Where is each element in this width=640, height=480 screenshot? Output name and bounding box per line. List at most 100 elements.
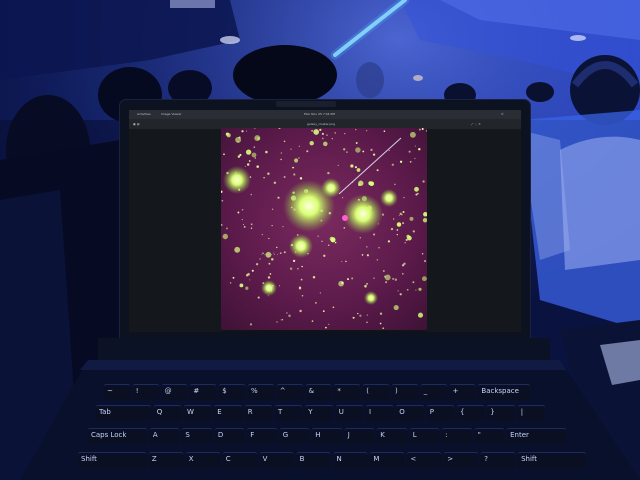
key-d[interactable]: D bbox=[214, 428, 245, 444]
key--[interactable]: ^ bbox=[276, 384, 303, 400]
star bbox=[309, 141, 314, 146]
system-tray-icon[interactable]: ⏻ bbox=[501, 112, 504, 116]
key--[interactable]: > bbox=[444, 452, 479, 468]
key-u[interactable]: U bbox=[335, 405, 363, 421]
key-i[interactable]: I bbox=[366, 405, 394, 421]
key-c[interactable]: C bbox=[222, 452, 257, 468]
star bbox=[249, 323, 253, 326]
key--[interactable]: ? bbox=[481, 452, 516, 468]
key-label: + bbox=[452, 387, 459, 395]
star bbox=[345, 260, 347, 263]
star bbox=[330, 237, 336, 243]
key-enter[interactable]: Enter bbox=[507, 428, 566, 444]
key--[interactable]: < bbox=[407, 452, 442, 468]
key-g[interactable]: G bbox=[279, 428, 310, 444]
key-o[interactable]: O bbox=[396, 405, 424, 421]
key--[interactable]: @ bbox=[161, 384, 188, 400]
star bbox=[298, 287, 302, 290]
star bbox=[421, 128, 424, 131]
star bbox=[417, 312, 424, 318]
star bbox=[402, 222, 405, 225]
key-shift[interactable]: Shift bbox=[518, 452, 586, 468]
key-k[interactable]: K bbox=[377, 428, 407, 444]
key-y[interactable]: Y bbox=[305, 405, 333, 421]
key--[interactable]: ! bbox=[132, 384, 159, 400]
key-label: ^ bbox=[279, 387, 286, 395]
key-label: Backspace bbox=[481, 387, 519, 395]
key--[interactable]: : bbox=[442, 428, 472, 444]
key--[interactable]: } bbox=[487, 405, 515, 421]
star bbox=[294, 158, 299, 163]
key-label: Tab bbox=[99, 408, 111, 416]
key--[interactable]: ( bbox=[363, 384, 389, 400]
star bbox=[365, 282, 369, 285]
key-t[interactable]: T bbox=[275, 405, 303, 421]
star bbox=[242, 224, 245, 226]
star bbox=[241, 208, 244, 211]
star bbox=[328, 323, 330, 325]
star bbox=[226, 133, 231, 138]
key--[interactable]: & bbox=[305, 384, 332, 400]
key-e[interactable]: E bbox=[214, 405, 242, 421]
star bbox=[351, 277, 354, 280]
star bbox=[226, 227, 228, 230]
star bbox=[293, 259, 296, 262]
menu-icon[interactable]: ▣ ▤ bbox=[133, 122, 140, 126]
key-a[interactable]: A bbox=[149, 428, 180, 444]
key-s[interactable]: S bbox=[182, 428, 212, 444]
window-controls-icon[interactable]: ⤢ ⋮ ✕ bbox=[471, 122, 481, 126]
star bbox=[376, 259, 378, 261]
key-z[interactable]: Z bbox=[148, 452, 183, 468]
star bbox=[301, 294, 304, 297]
key-label: I bbox=[369, 408, 372, 416]
key-j[interactable]: J bbox=[344, 428, 375, 444]
key-label: | bbox=[520, 408, 524, 416]
star bbox=[298, 145, 300, 147]
key-v[interactable]: V bbox=[259, 452, 294, 468]
key-w[interactable]: W bbox=[184, 405, 212, 421]
key-shift[interactable]: Shift bbox=[78, 452, 146, 468]
key-f[interactable]: F bbox=[247, 428, 277, 444]
key--[interactable]: + bbox=[449, 384, 476, 400]
key--[interactable]: | bbox=[517, 405, 545, 421]
star bbox=[325, 326, 327, 329]
star bbox=[418, 287, 422, 291]
bright-galaxy bbox=[364, 291, 378, 305]
star bbox=[332, 306, 335, 309]
key-r[interactable]: R bbox=[244, 405, 272, 421]
key--[interactable]: { bbox=[457, 405, 485, 421]
key-caps-lock[interactable]: Caps Lock bbox=[88, 428, 147, 444]
key--[interactable]: % bbox=[248, 384, 274, 400]
key--[interactable]: _ bbox=[420, 384, 447, 400]
key-label: ~ bbox=[107, 387, 113, 395]
key--[interactable]: # bbox=[190, 384, 217, 400]
key-h[interactable]: H bbox=[312, 428, 342, 444]
key-p[interactable]: P bbox=[426, 405, 454, 421]
key-n[interactable]: N bbox=[333, 452, 368, 468]
star bbox=[372, 153, 376, 156]
star bbox=[292, 166, 295, 169]
key-tab[interactable]: Tab bbox=[96, 405, 151, 421]
activities-label[interactable]: Activities bbox=[137, 112, 151, 116]
key-m[interactable]: M bbox=[370, 452, 405, 468]
star bbox=[301, 265, 303, 268]
key--[interactable]: ) bbox=[392, 384, 418, 400]
key-label: : bbox=[445, 431, 448, 439]
star bbox=[366, 314, 368, 316]
key--[interactable]: * bbox=[334, 384, 361, 400]
key-b[interactable]: B bbox=[296, 452, 331, 468]
key--[interactable]: ~ bbox=[104, 384, 130, 400]
star bbox=[415, 289, 417, 291]
clock-label[interactable]: Mon Nov 25 7:44 PM bbox=[304, 112, 335, 116]
key-x[interactable]: X bbox=[185, 452, 220, 468]
star bbox=[322, 310, 325, 312]
key--[interactable]: " bbox=[474, 428, 505, 444]
app-menu-label[interactable]: Image Viewer bbox=[161, 112, 182, 116]
key-backspace[interactable]: Backspace bbox=[478, 384, 530, 400]
key--[interactable]: $ bbox=[219, 384, 245, 400]
key-label: X bbox=[188, 455, 194, 463]
key-l[interactable]: L bbox=[409, 428, 440, 444]
key-q[interactable]: Q bbox=[153, 405, 181, 421]
star bbox=[358, 180, 364, 186]
